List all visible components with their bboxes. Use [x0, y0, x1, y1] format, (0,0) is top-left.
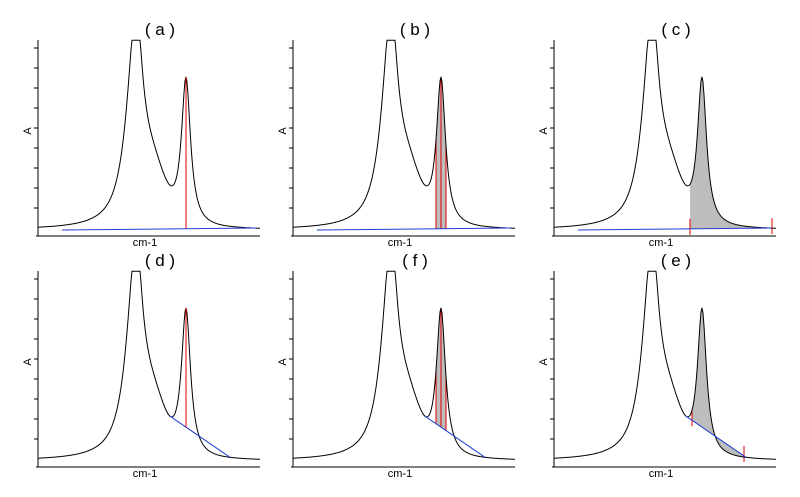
panel-e: ( e ) A cm-1: [538, 251, 777, 480]
y-axis-label: A: [538, 358, 550, 366]
x-axis-label: cm-1: [649, 237, 673, 249]
y-axis-label: A: [538, 127, 550, 135]
y-axis-label: A: [277, 358, 289, 366]
x-axis-label: cm-1: [133, 237, 157, 249]
y-axis-label: A: [22, 358, 34, 366]
spectrum-curve: [554, 270, 777, 460]
panel-b: ( b ) A cm-1: [277, 20, 516, 249]
panel-title: ( c ): [661, 20, 690, 39]
baseline: [424, 415, 486, 458]
panel-c: ( c ) A cm-1: [538, 20, 777, 249]
panel-title: ( a ): [145, 20, 175, 39]
spectrum-curve: [293, 270, 516, 460]
x-axis-label: cm-1: [133, 468, 157, 480]
y-axis-label: A: [277, 127, 289, 135]
spectrum-curve: [293, 39, 516, 229]
panel-a: ( a ) A cm-1: [22, 20, 261, 249]
spectrum-curve: [38, 270, 261, 460]
x-axis-label: cm-1: [388, 468, 412, 480]
baseline: [169, 415, 231, 458]
baseline: [61, 227, 257, 231]
panel-title: ( d ): [145, 251, 175, 270]
integrated-area: [690, 76, 772, 229]
panel-d: ( d ) A cm-1: [22, 251, 261, 480]
panel-title: ( e ): [661, 251, 691, 270]
baseline: [685, 415, 747, 458]
y-axis-label: A: [22, 127, 34, 135]
panel-title: ( b ): [400, 20, 430, 39]
panel-f: ( f ) A cm-1: [277, 251, 516, 480]
spectrum-curve: [38, 39, 261, 229]
x-axis-label: cm-1: [388, 237, 412, 249]
baseline: [316, 227, 512, 231]
spectrum-curve: [554, 39, 777, 229]
baseline: [577, 227, 773, 231]
panel-title: ( f ): [402, 251, 428, 270]
x-axis-label: cm-1: [649, 468, 673, 480]
